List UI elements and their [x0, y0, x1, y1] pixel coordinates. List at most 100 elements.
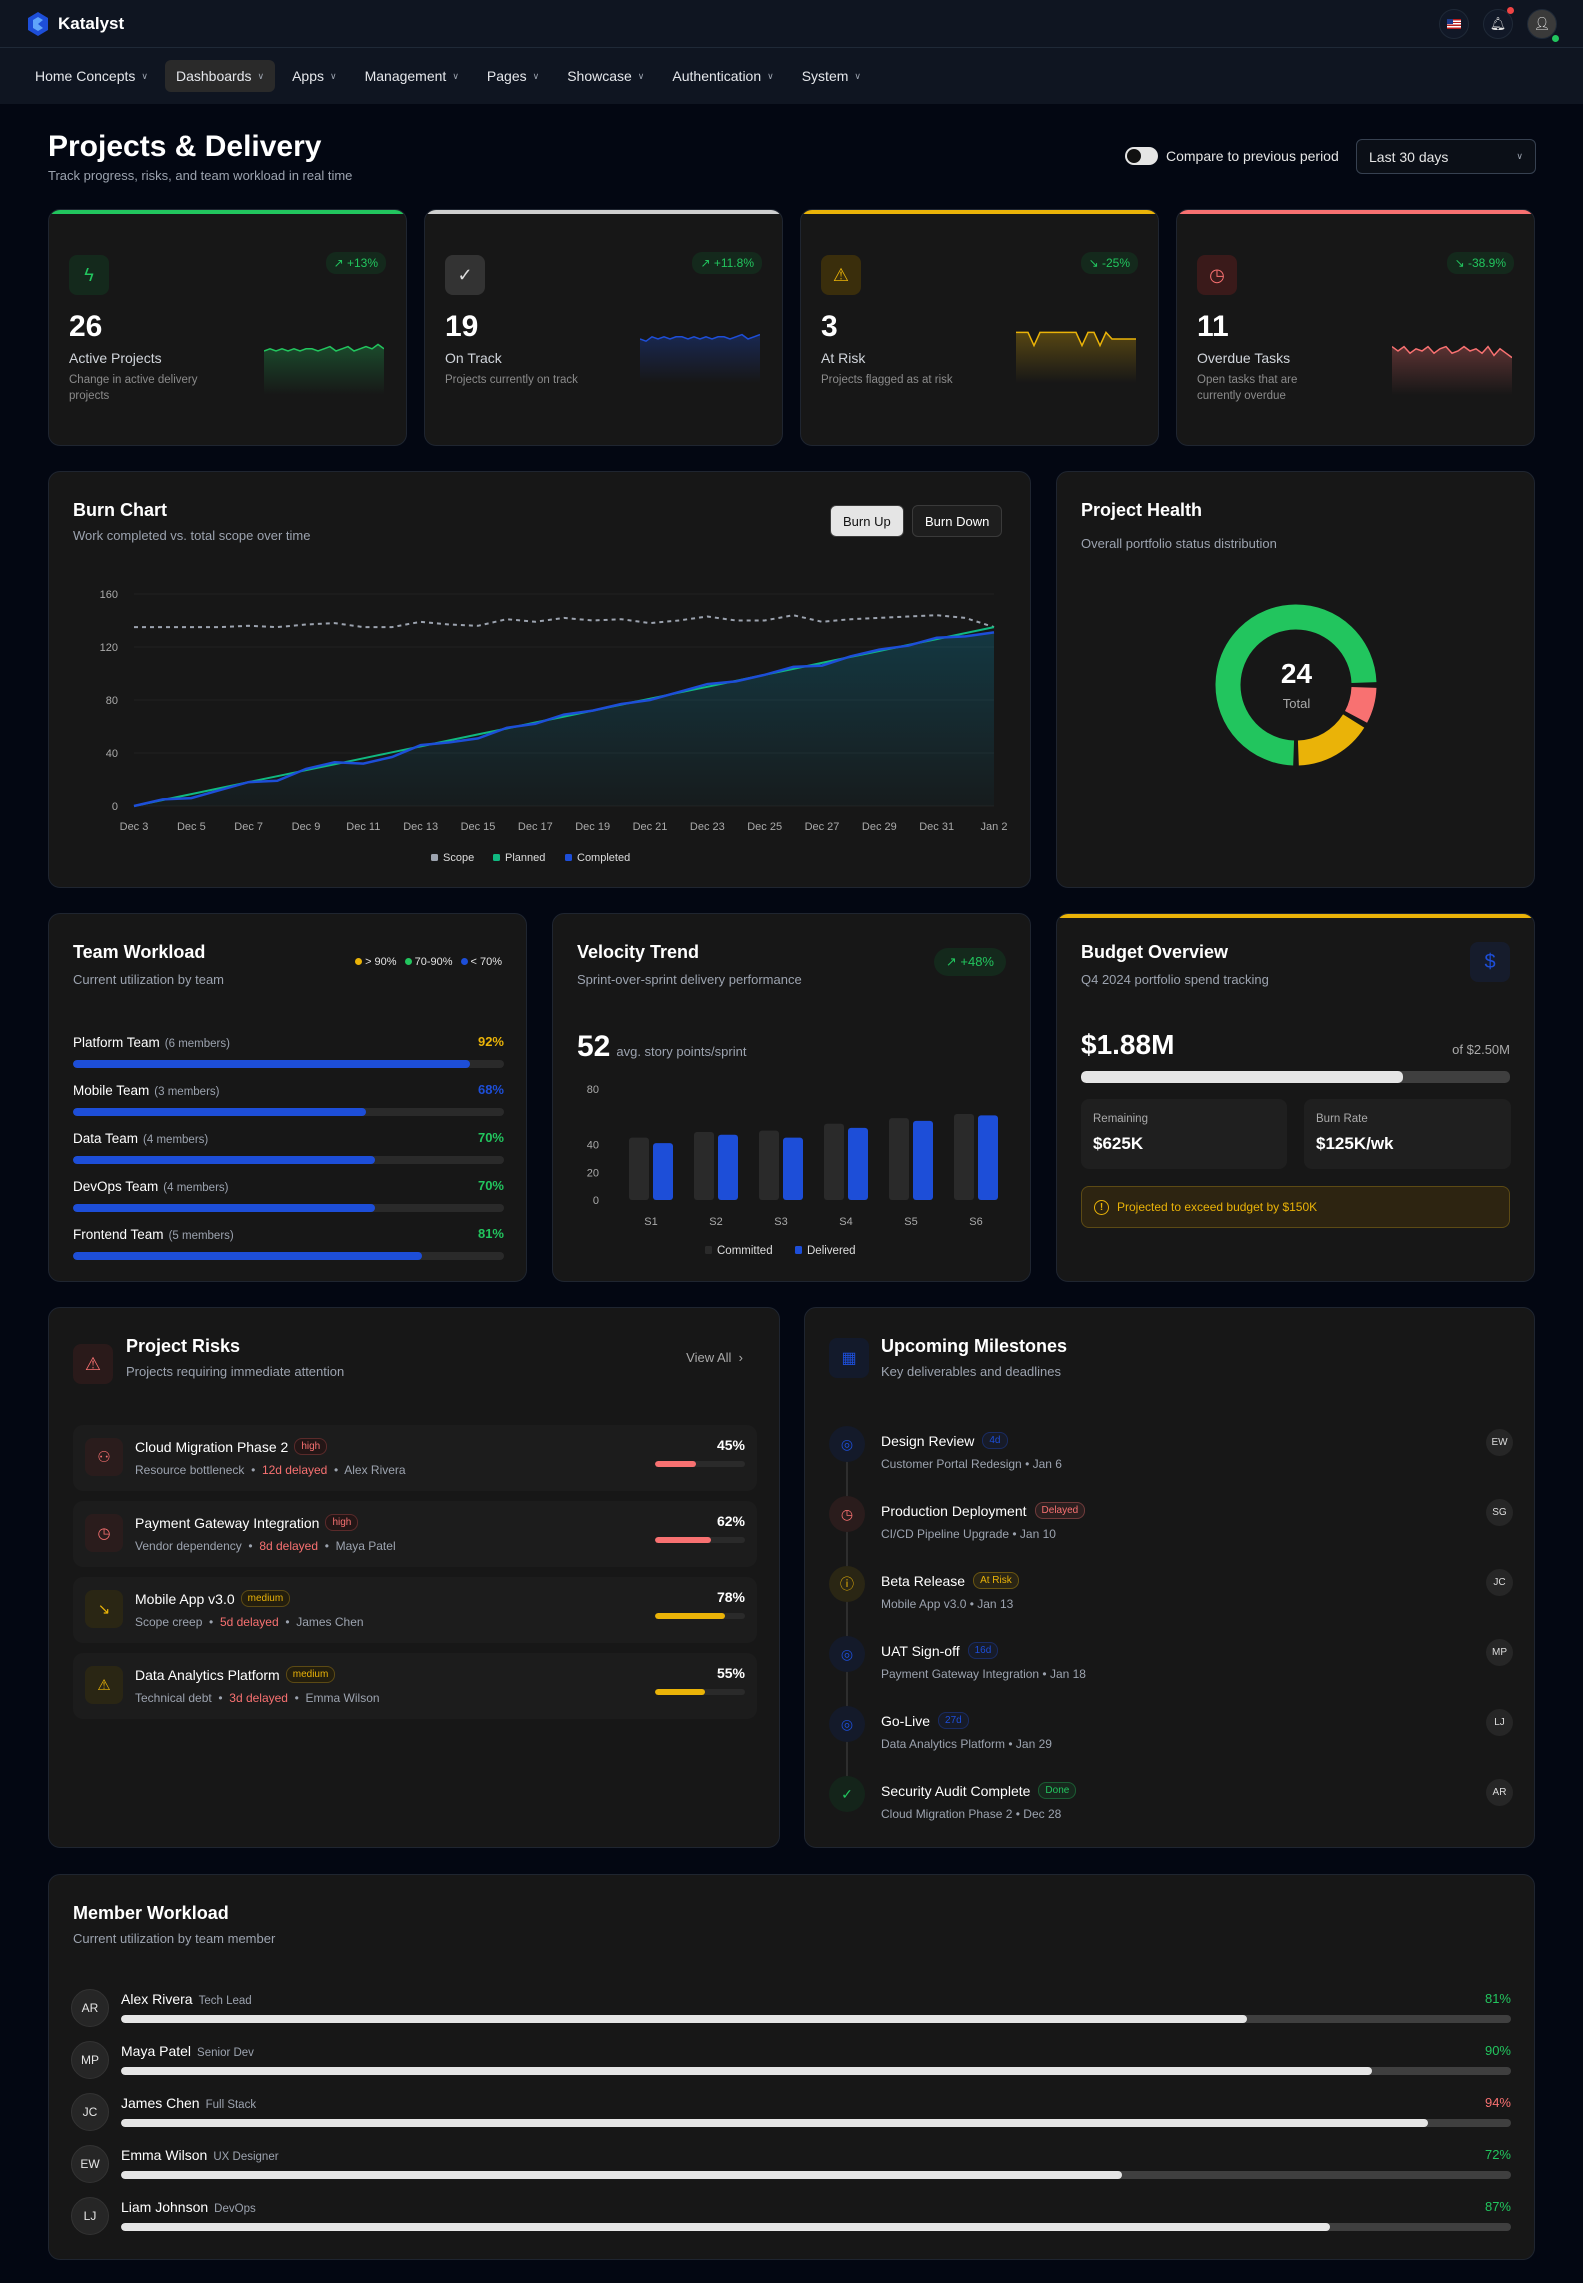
risk-name: Mobile App v3.0 [135, 1590, 235, 1607]
sparkline-line [640, 333, 760, 343]
member-pct: 72% [1484, 2147, 1511, 2162]
nav-item-system[interactable]: System ∨ [791, 60, 872, 92]
card-subtitle: Current utilization by team member [73, 1931, 276, 1946]
velocity-bar-committed[interactable] [889, 1118, 909, 1200]
assignee-avatar[interactable]: LJ [1486, 1709, 1513, 1736]
velocity-bar-committed[interactable] [759, 1130, 779, 1200]
assignee-avatar[interactable]: AR [1486, 1779, 1513, 1806]
assignee-avatar[interactable]: MP [1486, 1639, 1513, 1666]
velocity-bar-committed[interactable] [629, 1137, 649, 1200]
avatar[interactable]: MP [71, 2041, 109, 2079]
nav-label: Management [364, 68, 447, 84]
burn-down-tab[interactable]: Burn Down [912, 505, 1003, 537]
team-progress [73, 1060, 504, 1068]
trending-up-icon: ↗ [945, 954, 961, 969]
chevron-down-icon: ∨ [257, 70, 265, 81]
user-icon: 👤︎ [1533, 15, 1551, 31]
velocity-bar-delivered[interactable] [718, 1134, 738, 1200]
member-name: Maya Patel [121, 2043, 192, 2059]
x-tick-label: Dec 19 [575, 821, 610, 833]
velocity-bar-committed[interactable] [694, 1132, 714, 1200]
milestone-detail: Mobile App v3.0 • Jan 13 [881, 1597, 1014, 1611]
milestone-item[interactable]: ⓘ Beta Release At Risk Mobile App v3.0 • … [829, 1566, 1513, 1636]
member-role: UX Designer [213, 2151, 279, 2163]
nav-item-home-concepts[interactable]: Home Concepts ∨ [24, 60, 159, 92]
view-all-link[interactable]: View All › [686, 1350, 743, 1365]
nav-item-authentication[interactable]: Authentication ∨ [661, 60, 784, 92]
donut-slice[interactable] [1215, 604, 1377, 766]
language-flag-button[interactable] [1439, 8, 1469, 39]
assignee-avatar[interactable]: JC [1486, 1569, 1513, 1596]
nav-item-apps[interactable]: Apps ∨ [281, 60, 348, 92]
velocity-bar-committed[interactable] [824, 1123, 844, 1200]
milestone-item[interactable]: ◎ Go-Live 27d Data Analytics Platform • J… [829, 1706, 1513, 1776]
risk-item[interactable]: ◷ Payment Gateway Integration high Vendor… [73, 1501, 757, 1567]
accent-bar [1177, 210, 1534, 214]
nav-label: Pages [486, 68, 527, 84]
risk-item[interactable]: ⚠ Data Analytics Platform medium Technica… [73, 1653, 757, 1719]
legend-item: < 70% [460, 956, 502, 968]
card-title: Velocity Trend [577, 942, 700, 962]
risk-item[interactable]: ⚇ Cloud Migration Phase 2 high Resource b… [73, 1425, 757, 1491]
kpi-label: Overdue Tasks [1197, 350, 1291, 366]
y-tick-label: 80 [106, 695, 118, 707]
accent-bar [1057, 914, 1534, 918]
legend-swatch [431, 854, 438, 861]
period-select[interactable]: Last 30 days ∨ [1356, 139, 1536, 174]
milestone-name: Security Audit Complete [881, 1782, 1031, 1799]
assignee-avatar[interactable]: EW [1486, 1429, 1513, 1456]
nav-item-showcase[interactable]: Showcase ∨ [556, 60, 655, 92]
alert-text: Projected to exceed budget by $150K [1117, 1200, 1318, 1214]
compare-toggle[interactable]: Compare to previous period [1125, 147, 1339, 165]
risk-item[interactable]: ↘ Mobile App v3.0 medium Scope creep • 5d… [73, 1577, 757, 1643]
team-members: (6 members) [164, 1038, 230, 1050]
member-name: Alex Rivera [121, 1991, 193, 2007]
velocity-bar-delivered[interactable] [848, 1127, 868, 1200]
avatar[interactable]: JC [71, 2093, 109, 2131]
donut-slice[interactable] [1344, 686, 1377, 723]
workload-legend: > 90% 70-90% < 70% [355, 956, 502, 968]
nav-item-dashboards[interactable]: Dashboards ∨ [164, 60, 276, 92]
milestone-item[interactable]: ◷ Production Deployment Delayed CI/CD Pip… [829, 1496, 1513, 1566]
timeline-line [846, 1438, 848, 1788]
notification-dot [1507, 6, 1514, 14]
risk-pct: 45% [716, 1437, 745, 1453]
toggle-switch[interactable] [1125, 147, 1158, 165]
velocity-bar-delivered[interactable] [783, 1137, 803, 1200]
risk-owner: Alex Rivera [344, 1463, 406, 1477]
clock-icon: ◷ [85, 1514, 123, 1552]
avatar[interactable]: AR [71, 1989, 109, 2027]
team-row: Frontend Team (5 members) 81% [73, 1226, 504, 1260]
arrow-down-right-icon: ↘ [1088, 256, 1102, 270]
sparkline-area [1016, 332, 1136, 383]
risk-name: Payment Gateway Integration [135, 1514, 320, 1531]
risk-reason: Scope creep [135, 1615, 203, 1629]
donut-slice[interactable] [1297, 713, 1365, 766]
milestone-item[interactable]: ✓ Security Audit Complete Done Cloud Migr… [829, 1776, 1513, 1846]
dollar-icon: $ [1470, 942, 1510, 982]
x-tick-label: Dec 11 [346, 821, 380, 833]
nav-item-pages[interactable]: Pages ∨ [476, 60, 550, 92]
notifications-button[interactable]: 🔔︎ [1483, 6, 1514, 39]
burn-up-tab[interactable]: Burn Up [830, 505, 904, 537]
delta-value: +11.8% [713, 256, 754, 270]
kpi-description: Change in active delivery projects [69, 374, 198, 402]
team-pct: 68% [477, 1082, 504, 1097]
velocity-bar-delivered[interactable] [653, 1143, 673, 1200]
legend-dot [355, 958, 363, 965]
milestone-item[interactable]: ◎ UAT Sign-off 16d Payment Gateway Integr… [829, 1636, 1513, 1706]
logo[interactable]: Katalyst [26, 11, 124, 37]
team-row: Platform Team (6 members) 92% [73, 1034, 504, 1068]
velocity-bar-committed[interactable] [954, 1113, 974, 1200]
avatar[interactable]: LJ [71, 2197, 109, 2235]
avatar[interactable]: EW [71, 2145, 109, 2183]
katalyst-logo-icon [28, 11, 48, 36]
velocity-bar-delivered[interactable] [913, 1120, 933, 1200]
delta-value: +13% [346, 256, 378, 270]
milestone-item[interactable]: ◎ Design Review 4d Customer Portal Redesi… [829, 1426, 1513, 1496]
risk-delay: 12d delayed [261, 1463, 328, 1477]
velocity-bar-delivered[interactable] [978, 1115, 998, 1200]
nav-item-management[interactable]: Management ∨ [354, 60, 470, 92]
user-menu-button[interactable]: 👤︎ [1527, 8, 1559, 42]
assignee-avatar[interactable]: SG [1486, 1499, 1513, 1526]
